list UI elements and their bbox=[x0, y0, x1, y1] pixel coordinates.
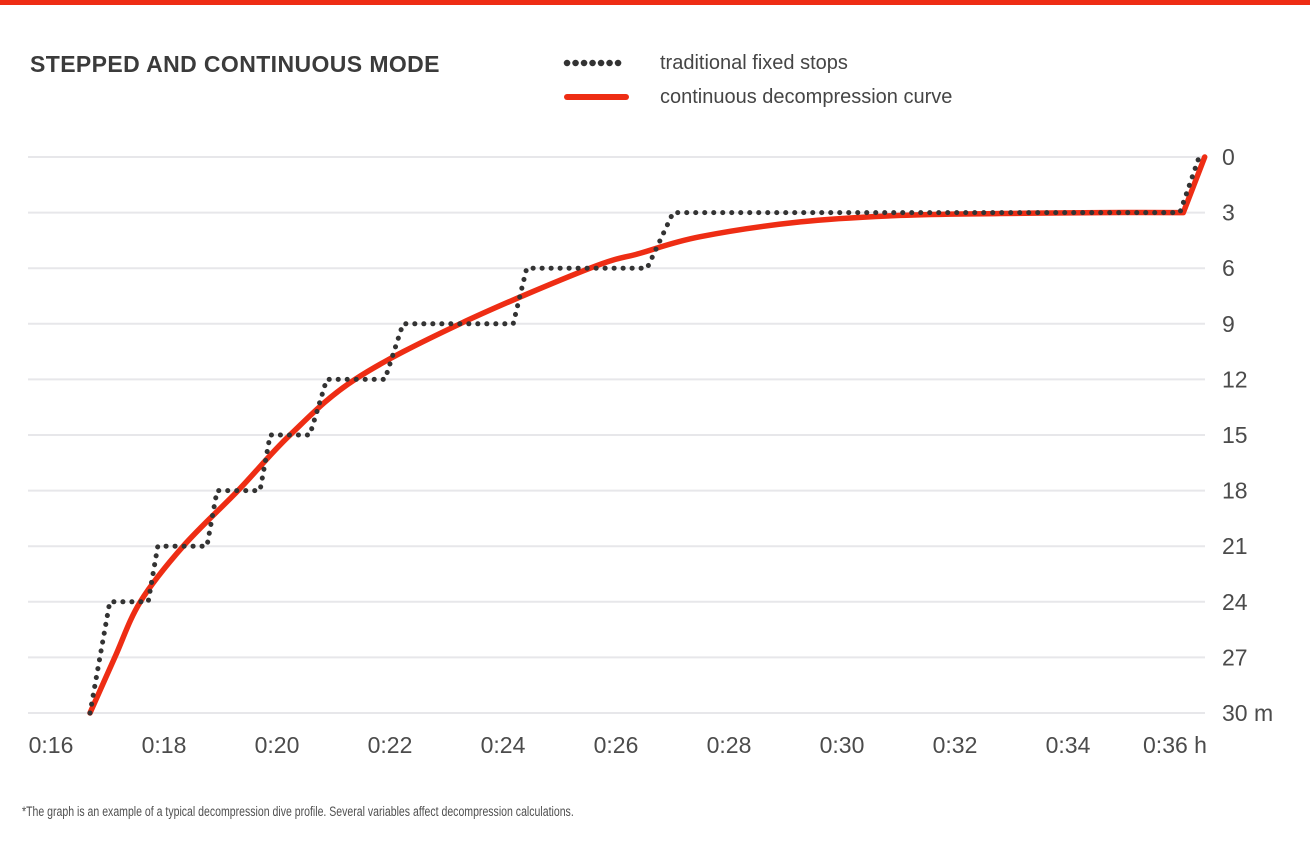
x-tick-label: 0:30 bbox=[820, 732, 865, 758]
y-tick-label: 12 bbox=[1222, 366, 1248, 392]
y-tick-label: 18 bbox=[1222, 478, 1248, 504]
dotted-line-swatch-icon bbox=[563, 59, 630, 67]
series-dotted-line bbox=[87, 154, 1202, 716]
x-tick-label: 0:22 bbox=[368, 732, 413, 758]
legend-item-fixed-stops: traditional fixed stops bbox=[563, 48, 952, 78]
chart-legend: traditional fixed stops continuous decom… bbox=[563, 48, 952, 116]
x-tick-label: 0:24 bbox=[481, 732, 526, 758]
footnote: *The graph is an example of a typical de… bbox=[22, 804, 574, 819]
legend-label: traditional fixed stops bbox=[660, 51, 848, 74]
x-axis-labels: 0:16 0:18 0:20 0:22 0:24 0:26 0:28 0:30 0:32 0:34… bbox=[29, 732, 1207, 758]
x-tick-label: 0:16 bbox=[29, 732, 74, 758]
y-tick-label: 3 bbox=[1222, 200, 1235, 226]
y-axis-labels: 0 3 6 9 12 15 18 21 24 27 30 m bbox=[1222, 144, 1273, 726]
series-lines bbox=[87, 154, 1208, 716]
y-tick-label: 24 bbox=[1222, 589, 1248, 615]
y-tick-label: 6 bbox=[1222, 255, 1235, 281]
y-tick-label: 30 m bbox=[1222, 700, 1273, 726]
y-tick-label: 0 bbox=[1222, 144, 1235, 170]
legend-item-continuous-curve: continuous decompression curve bbox=[563, 82, 952, 112]
gridlines bbox=[28, 156, 1205, 714]
x-tick-label: 0:34 bbox=[1046, 732, 1091, 758]
top-accent-bar bbox=[0, 0, 1310, 5]
x-tick-label: 0:20 bbox=[255, 732, 300, 758]
series-solid-line bbox=[87, 154, 1208, 716]
y-tick-label: 9 bbox=[1222, 311, 1235, 337]
x-tick-label: 0:32 bbox=[933, 732, 978, 758]
y-tick-label: 21 bbox=[1222, 533, 1248, 559]
x-tick-label: 0:26 bbox=[594, 732, 639, 758]
legend-label: continuous decompression curve bbox=[660, 85, 953, 108]
x-tick-label: 0:18 bbox=[142, 732, 187, 758]
x-tick-label: 0:28 bbox=[707, 732, 752, 758]
y-tick-label: 27 bbox=[1222, 644, 1248, 670]
red-line-swatch-icon bbox=[564, 94, 629, 100]
x-tick-label: 0:36 h bbox=[1143, 732, 1207, 758]
y-tick-label: 15 bbox=[1222, 422, 1248, 448]
chart-title: STEPPED AND CONTINUOUS MODE bbox=[30, 51, 440, 77]
